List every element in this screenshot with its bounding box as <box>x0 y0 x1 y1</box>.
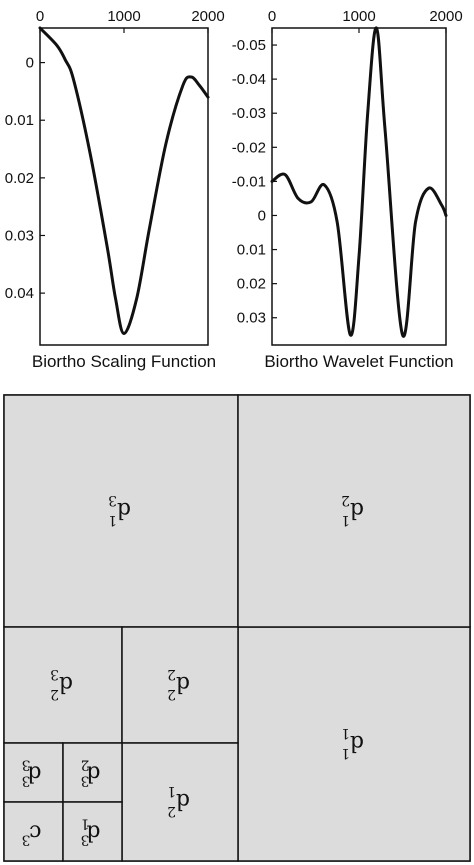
grid-cell-subscript: 2 <box>341 492 350 508</box>
grid-cell-subscript: 2 <box>81 757 90 773</box>
wavelet-function-chart: 0 1000 2000 -0.05 -0.04 -0.03 -0.02 -0.01 0 0.01 0… <box>232 8 463 371</box>
scaling-x-tick-label: 0 <box>36 8 44 25</box>
grid-cell-label: d <box>176 788 190 813</box>
scaling-x-tick-label: 2000 <box>191 8 224 25</box>
grid-cell-box <box>3 801 64 862</box>
wavelet-x-tick-label: 1000 <box>342 8 375 25</box>
grid-cell-subscript: 1 <box>341 725 350 741</box>
wavelet-y-tick-label: -0.04 <box>232 71 266 88</box>
wavelet-axes-frame <box>271 27 447 346</box>
scaling-x-axis-label: Biortho Scaling Function <box>32 352 216 371</box>
wavelet-x-tick-label: 0 <box>268 8 276 25</box>
grid-cell-label: d <box>27 761 41 786</box>
grid-cell-label: d <box>86 761 100 786</box>
grid-cell-d2-3: d32 <box>62 742 123 803</box>
wavelet-y-tick-label: 0.03 <box>237 310 266 327</box>
grid-cell-subscript: 3 <box>50 666 59 682</box>
grid-cell-box <box>121 626 239 744</box>
grid-cell-box <box>62 742 123 803</box>
scaling-function-chart: 0 1000 2000 0 0.01 0.02 0.03 0.04 Biortho Scalin… <box>5 8 225 371</box>
wavelet-y-tick-label: 0 <box>258 207 266 224</box>
grid-cell-subscript: 2 <box>167 666 176 682</box>
grid-cell-box <box>237 394 471 628</box>
grid-cell-subscript: 1 <box>167 783 176 799</box>
scaling-y-tick-label: 0.03 <box>5 227 34 244</box>
scaling-series-line <box>38 26 210 335</box>
scaling-y-tick-label: 0.01 <box>5 112 34 129</box>
grid-cell-subscript: 3 <box>108 492 117 508</box>
grid-cell-label: d <box>350 730 364 755</box>
grid-cell-d2-2: d2 2 <box>121 626 239 744</box>
wavelet-y-tick-label: -0.02 <box>232 139 266 156</box>
grid-cell-d2-1: d1 2 <box>237 394 471 628</box>
scaling-x-tick-label: 1000 <box>107 8 140 25</box>
grid-cell-d1-3: d31 <box>62 801 123 862</box>
grid-cell-label: d <box>59 671 73 696</box>
grid-cell-superscript: 3 <box>22 832 31 848</box>
wavelet-x-axis-label: Biortho Wavelet Function <box>264 352 453 371</box>
wavelet-y-tick-label: -0.03 <box>232 105 266 122</box>
grid-cell-superscript: 2 <box>167 803 176 819</box>
scaling-y-tick-label: 0 <box>26 55 34 72</box>
grid-cell-superscript: 2 <box>167 686 176 702</box>
grid-cell-box <box>237 626 471 862</box>
grid-cell-superscript: 3 <box>81 773 90 789</box>
grid-cell-label: d <box>117 497 131 522</box>
scaling-y-tick-label: 0.04 <box>5 285 34 302</box>
grid-cell-label: d <box>86 820 100 845</box>
grid-cell-superscript: 1 <box>108 512 117 528</box>
grid-cell-label: d <box>350 497 364 522</box>
wavelet-y-tick-label: -0.01 <box>232 173 266 190</box>
wavelet-y-tick-label: 0.02 <box>237 276 266 293</box>
wavelet-y-tick-label: -0.05 <box>232 37 266 54</box>
wavelet-x-tick-label: 2000 <box>429 8 462 25</box>
grid-cell-subscript: 3 <box>22 757 31 773</box>
scaling-y-tick-label: 0.02 <box>5 170 34 187</box>
grid-cell-box <box>121 742 239 862</box>
wavelet-series-line <box>270 26 448 338</box>
grid-cell-superscript: 3 <box>22 773 31 789</box>
grid-cell-d1-2: d2 1 <box>121 742 239 862</box>
scaling-axes-frame <box>39 27 209 346</box>
grid-cell-d3-3: d33 <box>3 742 64 803</box>
grid-cell-label: d <box>176 671 190 696</box>
grid-cell-superscript: 3 <box>81 832 90 848</box>
grid-cell-superscript: 2 <box>50 686 59 702</box>
grid-cell-subscript: 1 <box>81 816 90 832</box>
grid-cell-superscript: 1 <box>341 512 350 528</box>
grid-cell-c-3: c3 <box>3 801 64 862</box>
grid-cell-box <box>62 801 123 862</box>
grid-cell-label: c <box>29 820 41 845</box>
wavelet-y-tick-label: 0.01 <box>237 242 266 259</box>
grid-cell-d3-1: d1 3 <box>3 394 239 628</box>
grid-cell-box <box>3 626 123 744</box>
grid-cell-d3-2: d2 3 <box>3 626 123 744</box>
grid-cell-superscript: 1 <box>341 745 350 761</box>
grid-cell-d1-1: d1 1 <box>237 626 471 862</box>
